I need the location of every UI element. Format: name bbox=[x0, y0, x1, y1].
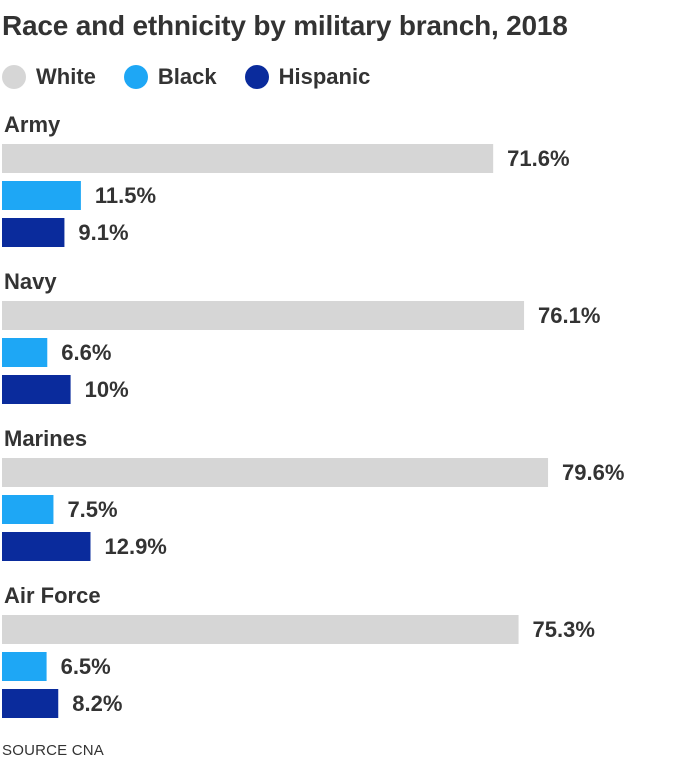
bar-air-force-hispanic bbox=[2, 689, 59, 718]
bar-navy-hispanic bbox=[2, 375, 71, 404]
category-group-navy: Navy 76.1% 6.6% 10% bbox=[2, 269, 600, 404]
legend-label-white: White bbox=[36, 64, 96, 89]
category-group-army: Army 71.6% 11.5% 9.1% bbox=[2, 112, 570, 247]
bar-army-white bbox=[2, 144, 494, 173]
category-group-marines: Marines 79.6% 7.5% 12.9% bbox=[2, 426, 624, 561]
data-label-marines-white: 79.6% bbox=[562, 460, 624, 485]
data-label-army-hispanic: 9.1% bbox=[78, 220, 128, 245]
bar-army-hispanic bbox=[2, 218, 65, 247]
legend-label-black: Black bbox=[157, 64, 217, 89]
legend: White Black Hispanic bbox=[2, 64, 398, 90]
data-label-air-force-hispanic: 8.2% bbox=[72, 691, 122, 716]
legend-swatch-hispanic bbox=[244, 65, 269, 89]
legend-swatch-white bbox=[2, 65, 26, 89]
data-label-navy-white: 76.1% bbox=[538, 303, 600, 328]
legend-item-black: Black bbox=[123, 64, 217, 90]
bar-air-force-black bbox=[2, 652, 47, 681]
legend-item-hispanic: Hispanic bbox=[244, 64, 371, 90]
bar-navy-white bbox=[2, 301, 525, 330]
source-note: SOURCE CNA bbox=[2, 742, 105, 759]
data-label-marines-hispanic: 12.9% bbox=[104, 534, 166, 559]
legend-swatch-black bbox=[123, 65, 148, 89]
bar-army-black bbox=[2, 181, 81, 210]
category-label-marines: Marines bbox=[4, 426, 87, 451]
data-label-army-black: 11.5% bbox=[95, 183, 156, 208]
category-label-air-force: Air Force bbox=[4, 583, 101, 608]
chart-title: Race and ethnicity by military branch, 2… bbox=[2, 10, 568, 41]
bar-marines-white bbox=[2, 458, 549, 487]
bar-marines-black bbox=[2, 495, 54, 524]
legend-label-hispanic: Hispanic bbox=[278, 64, 371, 89]
data-label-air-force-white: 75.3% bbox=[533, 617, 595, 642]
category-group-air-force: Air Force 75.3% 6.5% 8.2% bbox=[2, 583, 595, 718]
data-label-army-white: 71.6% bbox=[507, 146, 569, 171]
bar-navy-black bbox=[2, 338, 48, 367]
bar-marines-hispanic bbox=[2, 532, 91, 561]
category-label-army: Army bbox=[4, 112, 61, 137]
data-label-navy-hispanic: 10% bbox=[85, 377, 129, 402]
bar-air-force-white bbox=[2, 615, 519, 644]
data-label-navy-black: 6.6% bbox=[61, 340, 111, 365]
data-label-air-force-black: 6.5% bbox=[61, 654, 111, 679]
data-label-marines-black: 7.5% bbox=[67, 497, 117, 522]
legend-item-white: White bbox=[2, 64, 96, 90]
category-label-navy: Navy bbox=[4, 269, 57, 294]
